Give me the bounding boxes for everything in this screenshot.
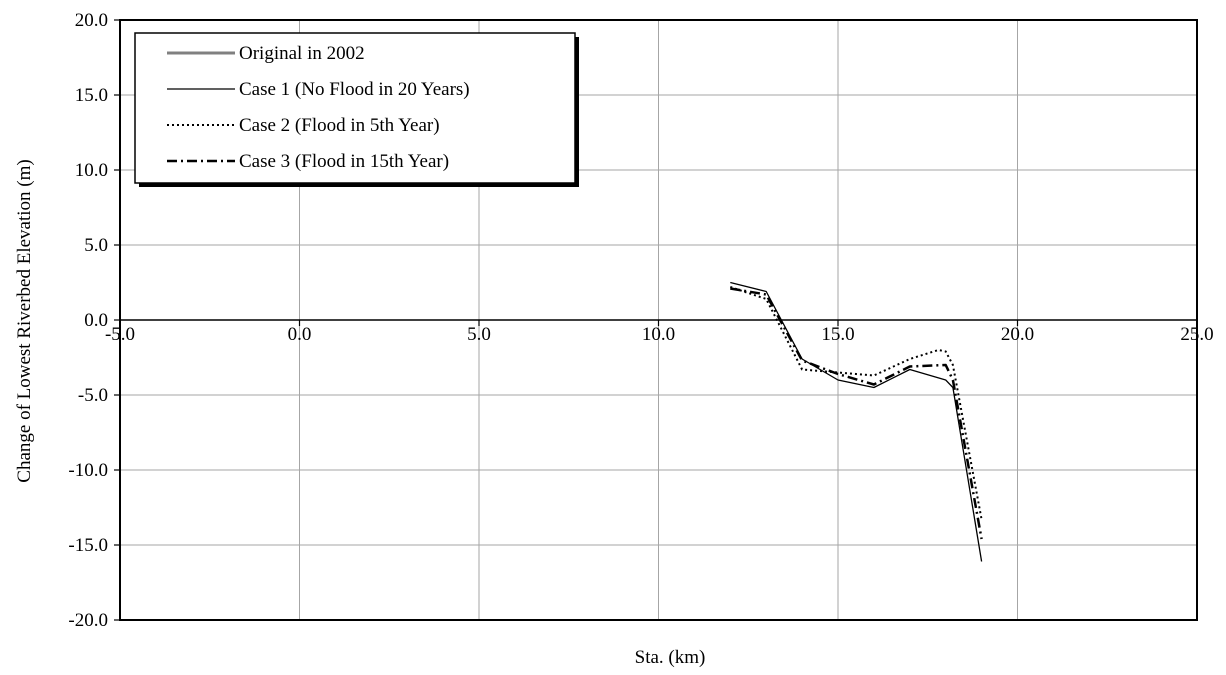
y-tick-label: -10.0 xyxy=(68,460,108,481)
y-tick-label: 10.0 xyxy=(75,160,108,181)
legend-box xyxy=(134,32,576,184)
y-tick-label: -5.0 xyxy=(78,385,108,406)
x-tick-label: 10.0 xyxy=(642,324,675,345)
y-tick-label: 0.0 xyxy=(84,310,108,331)
x-tick-label: 5.0 xyxy=(467,324,491,345)
y-tick-label: 5.0 xyxy=(84,235,108,256)
x-tick-label: 0.0 xyxy=(288,324,312,345)
y-tick-label: 20.0 xyxy=(75,10,108,31)
x-tick-label: 20.0 xyxy=(1001,324,1034,345)
x-axis-title: Sta. (km) xyxy=(635,647,706,668)
legend: Original in 2002 Case 1 (No Flood in 20 Y… xyxy=(134,32,579,187)
series-line-case-1 xyxy=(730,281,983,562)
x-tick-label: 25.0 xyxy=(1180,324,1213,345)
y-tick-label: -15.0 xyxy=(68,535,108,556)
legend-label: Original in 2002 xyxy=(239,43,365,64)
series-line-case-3 xyxy=(730,287,983,540)
series-line-case-2 xyxy=(729,286,983,520)
legend-label: Case 3 (Flood in 15th Year) xyxy=(239,151,449,172)
frame-layer xyxy=(119,19,1198,621)
y-tick-label: -20.0 xyxy=(68,610,108,631)
legend-label: Case 1 (No Flood in 20 Years) xyxy=(239,79,470,100)
y-tick-labels: 20.0 15.0 10.0 5.0 0.0 -5.0 -10.0 -15.0 -20.0 xyxy=(68,10,108,631)
series-layer xyxy=(729,281,983,562)
plot-frame xyxy=(119,19,1198,621)
legend-label: Case 2 (Flood in 5th Year) xyxy=(239,115,440,136)
x-tick-labels: -5.0 0.0 5.0 10.0 15.0 20.0 25.0 xyxy=(105,324,1214,345)
y-axis-title: Change of Lowest Riverbed Elevation (m) xyxy=(14,159,35,482)
y-tick-label: 15.0 xyxy=(75,85,108,106)
x-tick-label: 15.0 xyxy=(821,324,854,345)
x-tick-label: -5.0 xyxy=(105,324,135,345)
